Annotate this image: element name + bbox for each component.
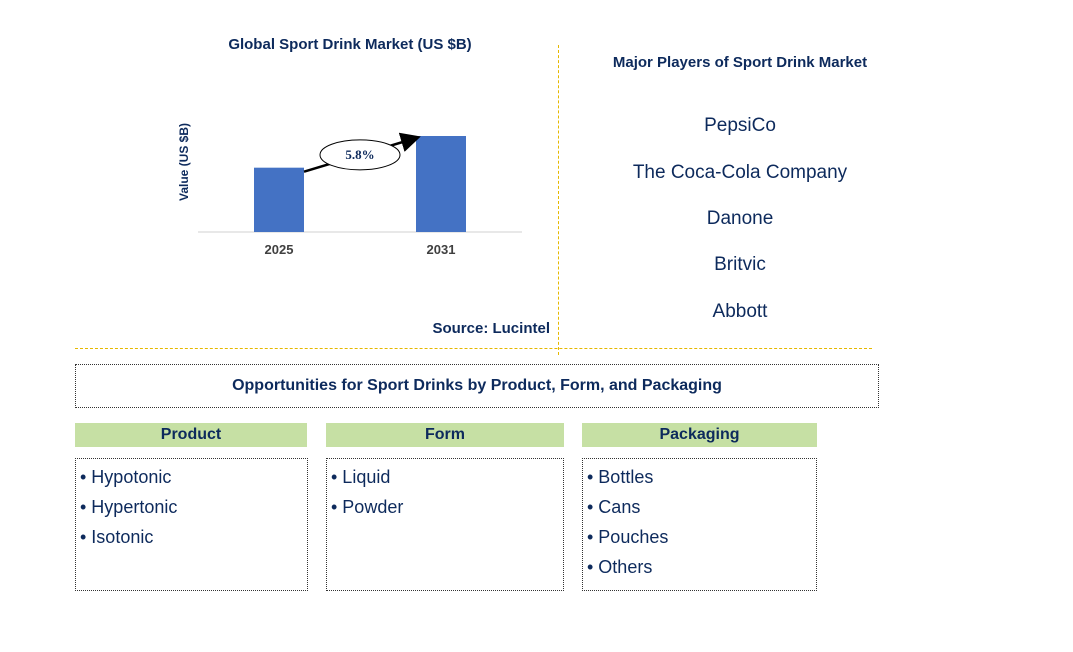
bar-chart: Value (US $B) 2025 2031 5.8% <box>177 123 522 257</box>
players-title: Major Players of Sport Drink Market <box>612 54 868 71</box>
list-item: • Others <box>587 557 653 577</box>
packaging-list: • Bottles • Cans • Pouches • Others <box>582 458 817 591</box>
product-list: • Hypotonic • Hypertonic • Isotonic <box>75 458 308 591</box>
list-item: • Powder <box>331 497 404 517</box>
list-item: • Isotonic <box>80 527 154 547</box>
horizontal-divider <box>75 348 872 349</box>
chart-title: Global Sport Drink Market (US $B) <box>228 36 472 53</box>
player-item: Danone <box>706 208 774 229</box>
list-item: • Pouches <box>587 527 669 547</box>
list-item: • Liquid <box>331 467 391 487</box>
y-axis-label: Value (US $B) <box>177 123 191 201</box>
growth-rate-label: 5.8% <box>345 147 374 162</box>
source-label: Source: Lucintel <box>432 320 550 337</box>
form-header: Form <box>326 423 564 447</box>
list-item: • Hypertonic <box>80 497 178 517</box>
product-header: Product <box>75 423 307 447</box>
packaging-header: Packaging <box>582 423 817 447</box>
vertical-divider <box>558 45 559 355</box>
x-tick-label: 2031 <box>427 242 456 257</box>
form-list: • Liquid • Powder <box>326 458 564 591</box>
player-item: Abbott <box>712 301 768 322</box>
x-tick-label: 2025 <box>265 242 294 257</box>
list-item: • Bottles <box>587 467 654 487</box>
player-item: The Coca-Cola Company <box>632 162 848 183</box>
list-item: • Hypotonic <box>80 467 172 487</box>
player-item: PepsiCo <box>704 115 776 136</box>
list-item: • Cans <box>587 497 641 517</box>
opportunities-title: Opportunities for Sport Drinks by Produc… <box>75 364 879 408</box>
player-item: Britvic <box>714 254 766 275</box>
growth-bubble <box>319 139 401 171</box>
bar-2025 <box>254 167 304 232</box>
bar-2031 <box>416 136 466 232</box>
